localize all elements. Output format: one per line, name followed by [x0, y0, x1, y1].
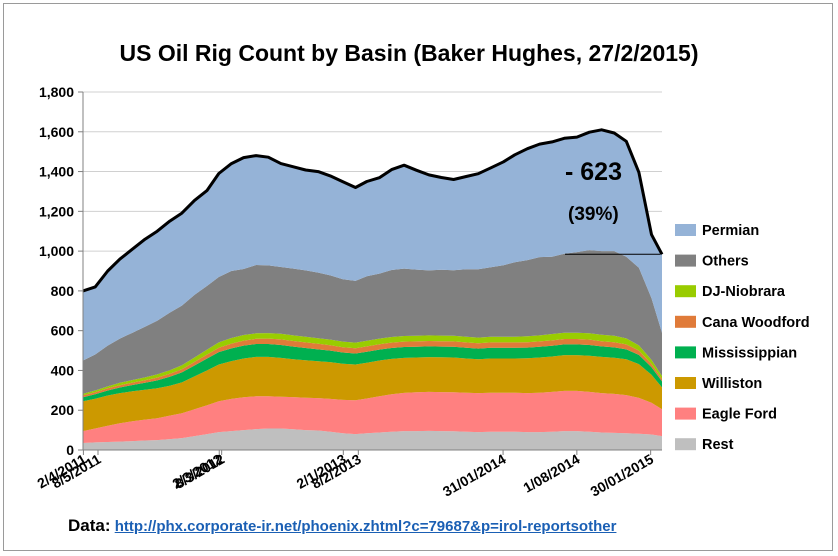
- x-tick-label: 1/08/2014: [520, 451, 582, 496]
- area-others: [83, 250, 662, 394]
- area-dj-niobrara: [83, 332, 662, 396]
- legend-swatch-williston: [675, 377, 696, 389]
- annotations: - 623 (39%): [565, 158, 660, 255]
- drop-annotation: - 623: [565, 158, 622, 186]
- y-tick-label: 1,200: [39, 203, 74, 219]
- drop-percent-annotation: (39%): [568, 204, 619, 225]
- y-tick-label: 1,400: [39, 164, 74, 180]
- area-layers: [82, 128, 664, 450]
- legend-label-dj-niobrara: DJ-Niobrara: [702, 284, 786, 300]
- legend-swatch-cana-woodford: [675, 315, 696, 328]
- legend-label-williston: Williston: [702, 376, 762, 392]
- legend-swatch-permian: [675, 224, 696, 236]
- legend-swatch-others: [675, 254, 696, 267]
- legend-label-rest: Rest: [702, 437, 734, 453]
- legend-swatch-rest: [675, 438, 696, 451]
- chart-frame: [3, 3, 833, 551]
- x-tick-label: 31/01/2014: [440, 451, 509, 500]
- source-label: Data:: [68, 516, 111, 535]
- area-permian: [83, 129, 662, 361]
- legend-swatch-eagle-ford: [675, 407, 696, 420]
- area-williston: [83, 355, 662, 432]
- chart-title: US Oil Rig Count by Basin (Baker Hughes,…: [120, 40, 699, 66]
- y-tick-label: 200: [51, 402, 75, 418]
- legend: Permian Others DJ-Niobrara Cana Woodford Mis…: [675, 223, 810, 453]
- y-tick-label: 400: [51, 362, 75, 378]
- legend-label-eagle-ford: Eagle Ford: [702, 407, 777, 423]
- y-tick-label: 1,000: [39, 243, 74, 259]
- area-eagle-ford: [83, 390, 662, 443]
- y-axis-ticks: 0 200 400 600 800 1,000 1,200 1,400 1,600 1,800: [39, 84, 83, 458]
- y-tick-label: 800: [51, 283, 75, 299]
- legend-label-mississippian: Mississippian: [702, 345, 797, 361]
- area-cana-woodford: [83, 338, 662, 398]
- y-tick-label: 1,800: [39, 84, 74, 100]
- area-mississippian: [83, 344, 662, 402]
- axes: [82, 92, 662, 451]
- data-source: Data: http://phx.corporate-ir.net/phoeni…: [68, 516, 616, 536]
- x-tick-label: 30/01/2015: [587, 451, 656, 500]
- total-line: [82, 128, 664, 293]
- legend-label-permian: Permian: [702, 223, 759, 239]
- y-tick-label: 600: [51, 323, 75, 339]
- legend-label-others: Others: [702, 254, 749, 270]
- legend-label-cana-woodford: Cana Woodford: [702, 315, 810, 331]
- y-tick-label: 0: [66, 442, 74, 458]
- source-link[interactable]: http://phx.corporate-ir.net/phoenix.zhtm…: [114, 518, 617, 535]
- legend-swatch-dj-niobrara: [675, 285, 696, 298]
- legend-swatch-mississippian: [675, 346, 696, 359]
- area-rest: [83, 428, 662, 450]
- y-tick-label: 1,600: [39, 124, 74, 140]
